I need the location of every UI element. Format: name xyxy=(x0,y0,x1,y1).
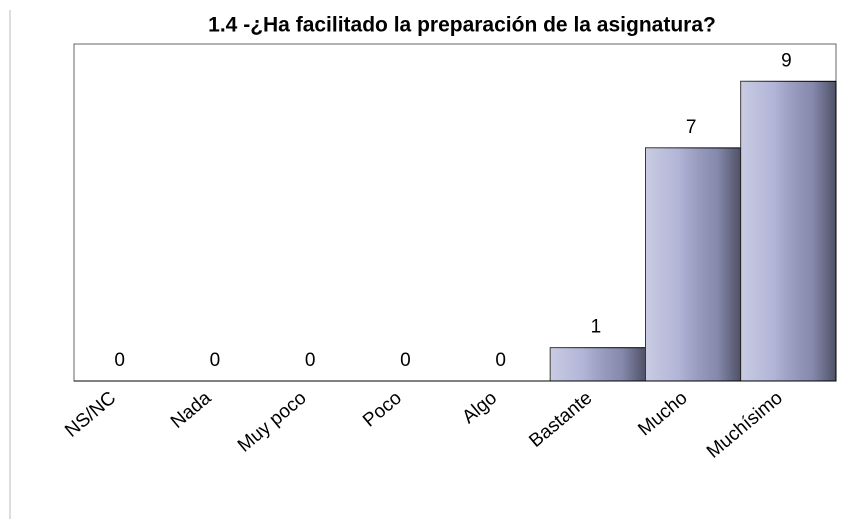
x-tick-label: Algo xyxy=(458,388,501,429)
x-tick-label: Nada xyxy=(167,387,216,433)
chart-title: 1.4 -¿Ha facilitado la preparación de la… xyxy=(208,14,716,37)
value-label: 9 xyxy=(781,50,792,71)
value-label: 0 xyxy=(495,350,506,371)
bar-shading xyxy=(740,81,836,382)
bar-shading xyxy=(550,347,646,381)
x-tick-label: Mucho xyxy=(634,388,691,441)
value-label: 0 xyxy=(114,350,125,371)
value-label: 0 xyxy=(400,350,411,371)
value-label: 1 xyxy=(591,317,602,338)
bar-shading xyxy=(645,147,741,381)
x-tick-label: Muy poco xyxy=(234,388,311,457)
value-label: 0 xyxy=(210,350,221,371)
x-tick-label: Poco xyxy=(359,388,406,432)
x-tick-label: Muchísimo xyxy=(703,388,787,463)
value-label: 7 xyxy=(686,117,697,138)
value-label: 0 xyxy=(305,350,316,371)
x-tick-label: NS/NC xyxy=(61,388,120,442)
x-tick-label: Bastante xyxy=(525,388,596,452)
